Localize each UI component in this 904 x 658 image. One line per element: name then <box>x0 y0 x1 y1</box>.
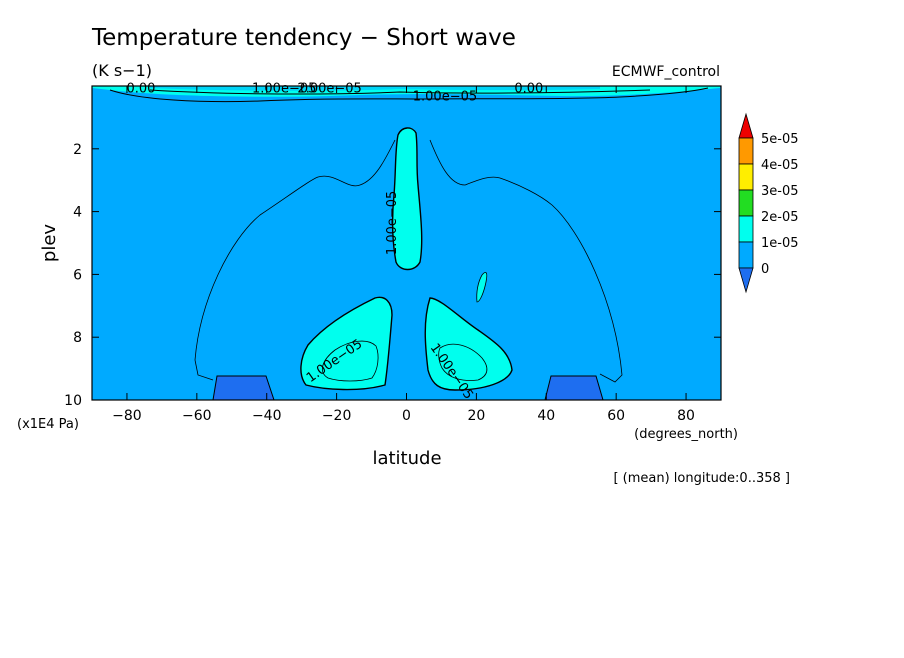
plot-area: 0.00 1.00e−052.00e−051.00e−050.001.00e−05… <box>91 82 722 402</box>
y-tick-label: 4 <box>73 205 82 221</box>
x-axis: −80 −60 −40 −20 0 20 40 60 80 <box>112 86 695 424</box>
central-tongue <box>391 127 423 271</box>
colorbar-label: 0 <box>761 262 769 277</box>
colorbar-label: 2e-05 <box>761 210 799 225</box>
x-tick-label: −60 <box>182 408 212 424</box>
colorbar-segment <box>738 215 754 243</box>
y-tick-label: 6 <box>73 267 82 283</box>
right-lobe <box>424 297 513 391</box>
chart-title: Temperature tendency − Short wave <box>91 25 516 51</box>
colorbar-segment <box>738 163 754 191</box>
colorbar: 0 1e-05 2e-05 3e-05 4e-05 5e-05 <box>738 112 799 294</box>
colorbar-max-triangle <box>738 112 754 139</box>
x-tick-label: −80 <box>112 408 142 424</box>
colorbar-min-triangle <box>738 267 754 294</box>
colorbar-label: 4e-05 <box>761 158 799 173</box>
y-units: (x1E4 Pa) <box>17 417 79 432</box>
top-band-blue <box>150 86 600 91</box>
y-axis: 2 4 6 8 10 <box>64 142 721 409</box>
top-contour-inner <box>149 89 651 95</box>
dataset-label: ECMWF_control <box>612 64 720 80</box>
x-tick-label: 20 <box>467 408 485 424</box>
small-sliver <box>476 271 488 303</box>
left-lobe-inner <box>321 340 379 382</box>
topo-left <box>212 375 275 401</box>
y-tick-label: 8 <box>73 330 82 346</box>
contour-label: 2.00e−05 <box>297 82 361 97</box>
colorbar-segment <box>738 241 754 269</box>
topo-right <box>544 375 604 401</box>
top-contour-line <box>109 87 709 103</box>
contour-label: 1.00e−05 <box>252 82 316 97</box>
colorbar-label: 1e-05 <box>761 236 799 251</box>
x-tick-label: −40 <box>252 408 282 424</box>
y-tick-label: 10 <box>64 393 82 409</box>
colorbar-segment <box>738 189 754 217</box>
contour-label: 0.00 <box>126 82 155 97</box>
right-lobe-inner <box>438 343 488 381</box>
x-tick-label: −20 <box>322 408 352 424</box>
contour-label: 0.00 <box>514 82 543 97</box>
chart-units: (K s−1) <box>92 61 152 80</box>
left-lobe <box>300 296 393 391</box>
x-axis-label: latitude <box>372 448 441 469</box>
x-tick-label: 40 <box>537 408 555 424</box>
colorbar-label: 5e-05 <box>761 132 799 147</box>
contour-label: 1.00e−05 <box>385 191 400 255</box>
x-tick-label: 80 <box>677 408 695 424</box>
x-tick-label: 60 <box>607 408 625 424</box>
x-tick-label: 0 <box>402 408 411 424</box>
y-axis-label: plev <box>39 224 60 263</box>
contour-label: 1.00e−05 <box>413 89 477 104</box>
colorbar-segment <box>738 137 754 165</box>
zero-contour <box>194 139 623 383</box>
colorbar-label: 3e-05 <box>761 184 799 199</box>
x-units: (degrees_north) <box>634 427 738 442</box>
y-tick-label: 2 <box>73 142 82 158</box>
footnote: [ (mean) longitude:0..358 ] <box>613 471 790 486</box>
